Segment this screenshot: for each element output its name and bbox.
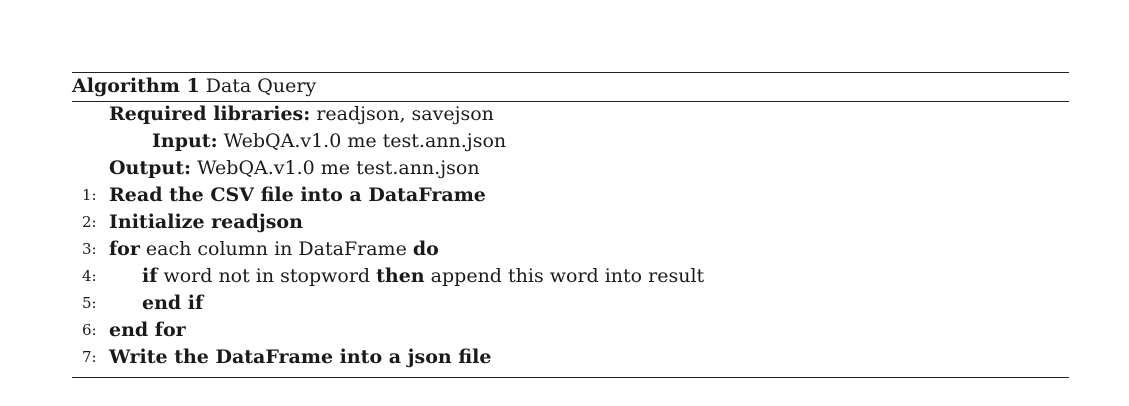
step-text: end for [109, 319, 186, 341]
line-number: 3: [82, 240, 97, 258]
required-value: readjson, savejson [316, 103, 494, 125]
step-text: word not in stopword [163, 265, 371, 287]
line-number: 1: [82, 186, 97, 204]
line-number: 7: [82, 348, 97, 366]
step-text: each column in DataFrame [145, 238, 407, 260]
step-text: Initialize readjson [109, 211, 303, 233]
caption-rule [72, 101, 1069, 102]
input-label: Input: [152, 130, 218, 152]
step-text: Write the DataFrame into a json file [109, 346, 492, 368]
step-tail: append this word into result [430, 265, 705, 287]
keyword-for: for [109, 238, 140, 260]
line-number: 4: [82, 267, 97, 285]
step-text: Read the CSV file into a DataFrame [109, 184, 486, 206]
keyword-if: if [142, 265, 158, 287]
bottom-rule [72, 377, 1069, 378]
keyword-then: then [376, 265, 425, 287]
line-number: 2: [82, 213, 97, 231]
algorithm-caption: Algorithm 1 Data Query [72, 73, 1069, 100]
algorithm-block: Algorithm 1 Data Query Required librarie… [72, 72, 1069, 378]
required-label: Required libraries: [109, 103, 311, 125]
step-text: end if [142, 292, 204, 314]
top-rule [72, 72, 1069, 73]
input-value: WebQA.v1.0 me test.ann.json [223, 130, 507, 152]
caption-title: Data Query [205, 75, 317, 97]
keyword-do: do [412, 238, 439, 260]
output-value: WebQA.v1.0 me test.ann.json [197, 157, 480, 179]
caption-label: Algorithm 1 [72, 75, 200, 97]
output-label: Output: [109, 157, 192, 179]
line-number: 5: [82, 294, 97, 312]
line-number: 6: [82, 321, 97, 339]
